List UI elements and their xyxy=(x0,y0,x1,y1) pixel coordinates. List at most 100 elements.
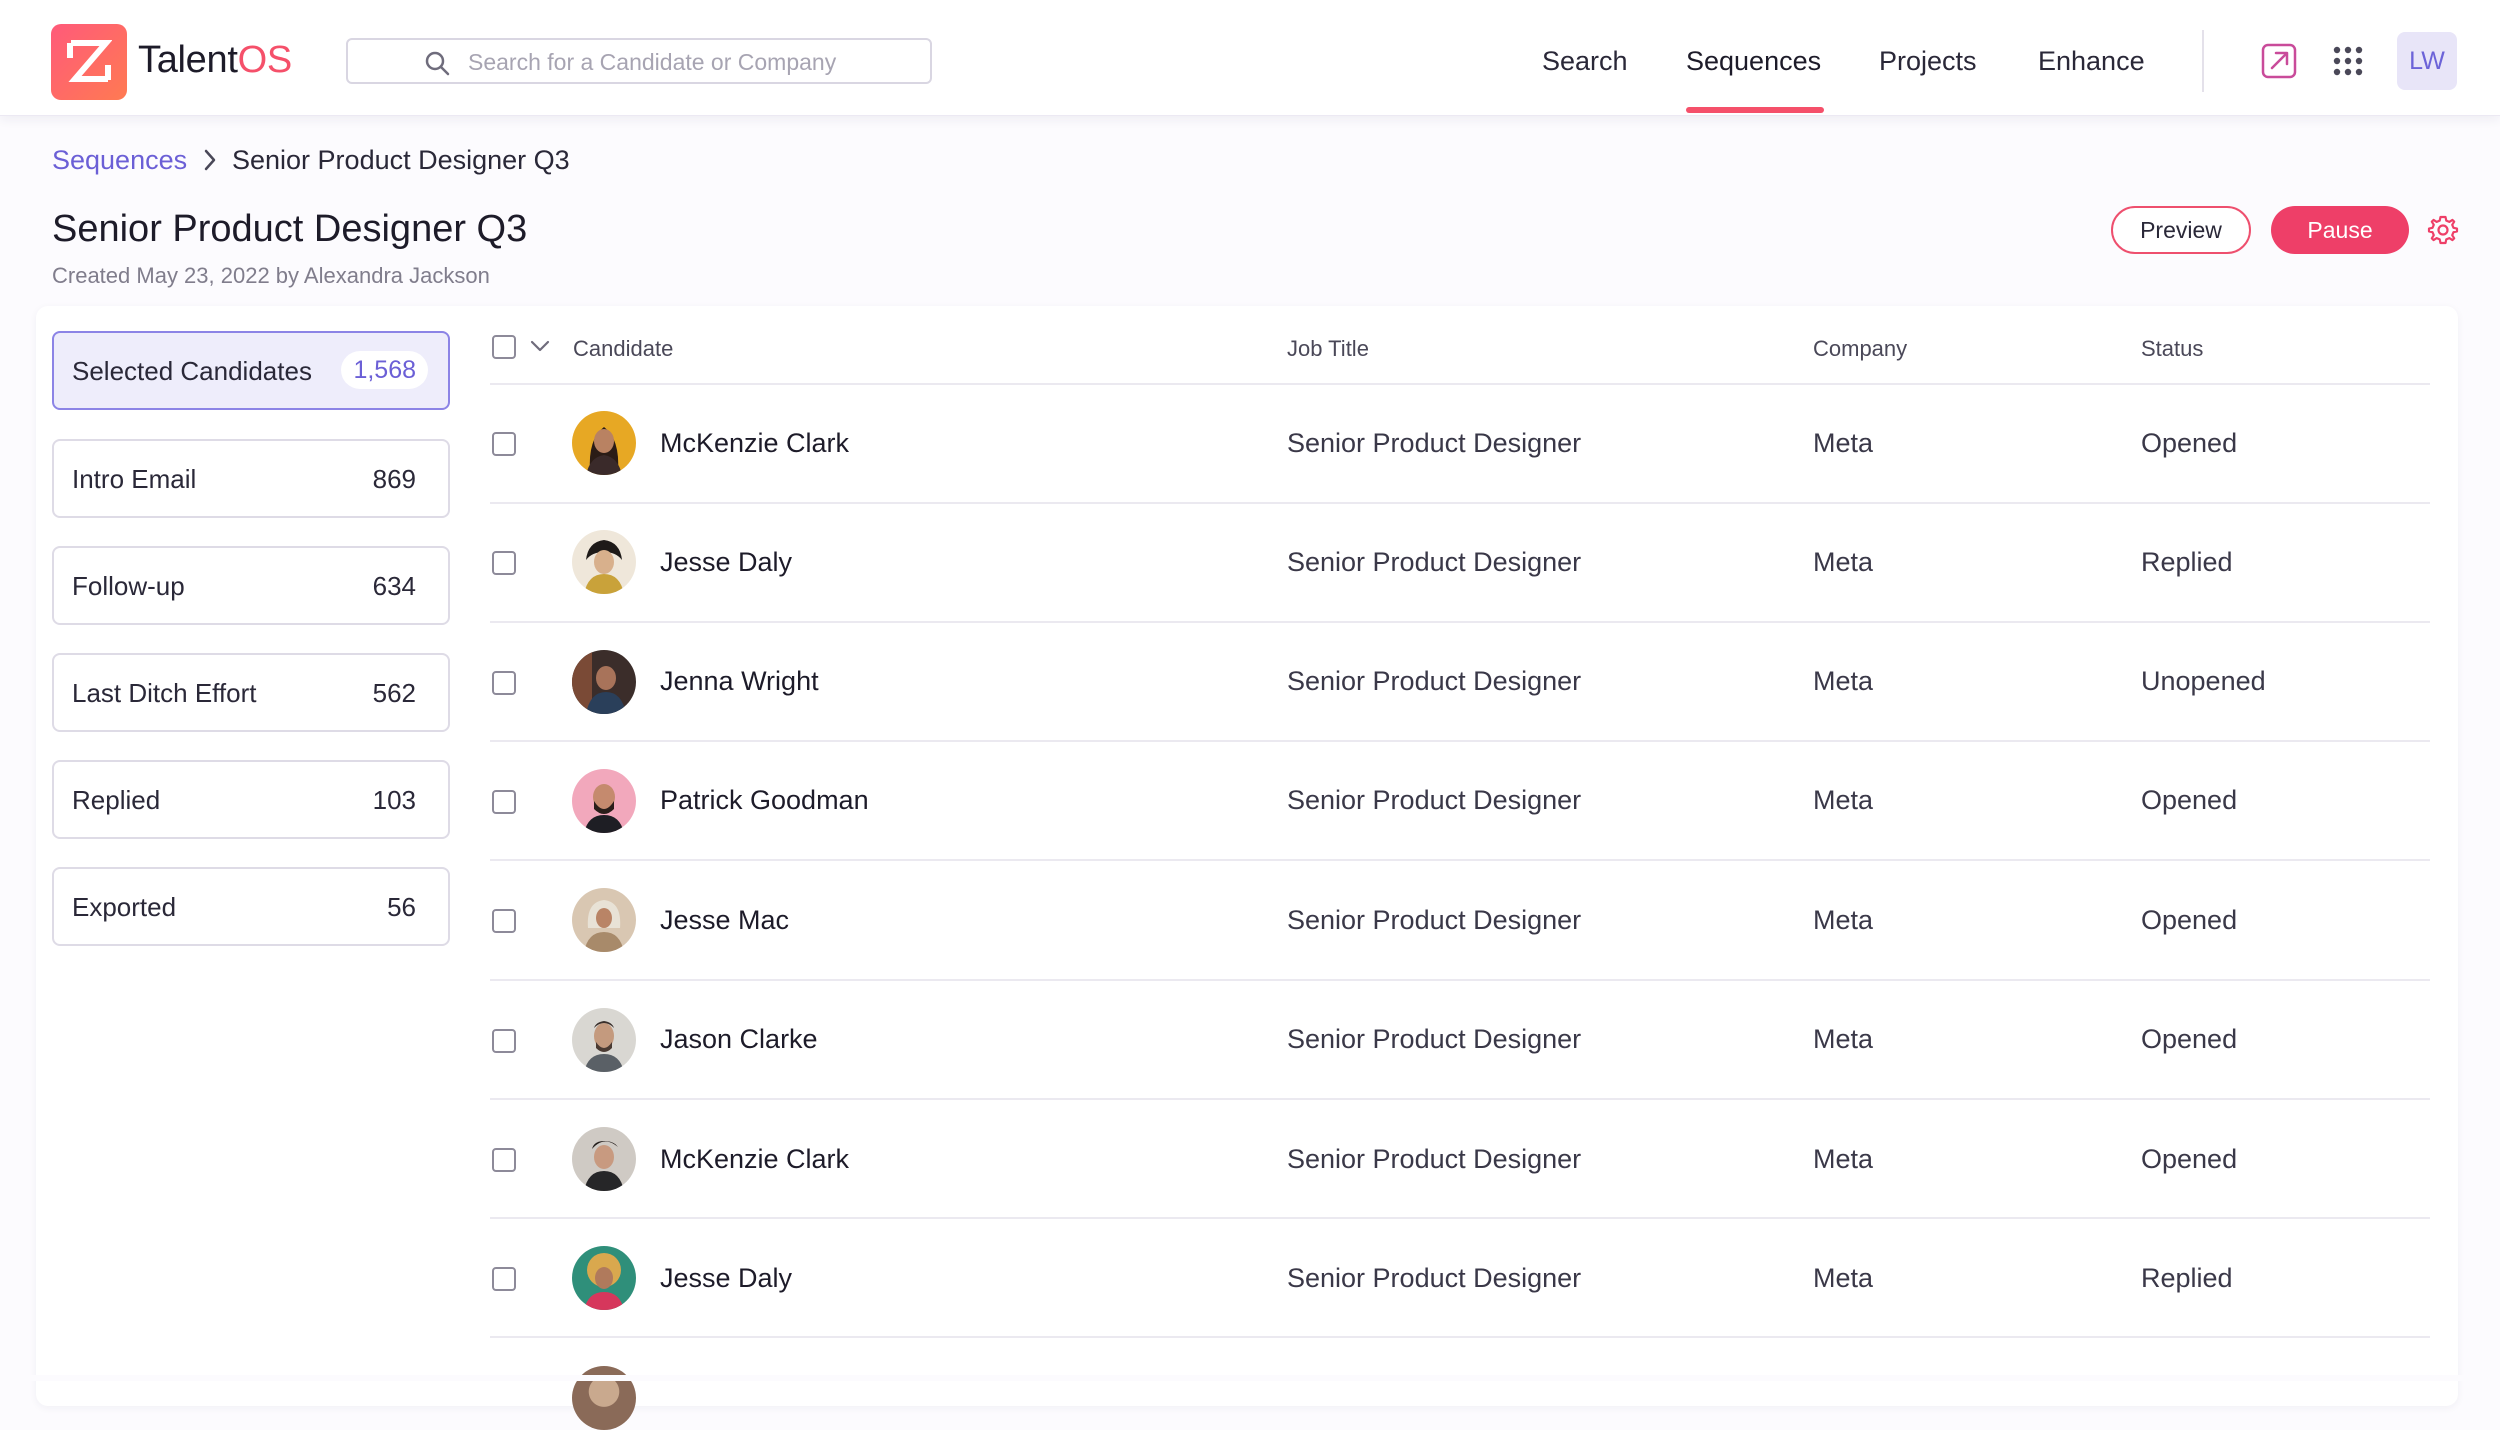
filter-label: Intro Email xyxy=(72,464,197,494)
filter-exported[interactable]: Exported 56 xyxy=(52,867,450,946)
filter-count: 56 xyxy=(387,892,416,922)
external-link-icon[interactable] xyxy=(2261,43,2297,79)
column-header-status[interactable]: Status xyxy=(2141,336,2204,361)
row-checkbox[interactable] xyxy=(492,1148,516,1172)
app-logo-text: TalentOS xyxy=(138,36,292,84)
avatar[interactable] xyxy=(572,888,636,952)
candidate-name[interactable]: Jason Clarke xyxy=(660,1024,818,1054)
avatar[interactable] xyxy=(572,769,636,833)
nav-divider xyxy=(2202,30,2204,92)
gear-icon[interactable] xyxy=(2427,214,2459,246)
search-box[interactable] xyxy=(346,38,932,84)
filter-count-badge: 1,568 xyxy=(341,351,428,389)
row-divider xyxy=(490,1217,2430,1219)
column-header-candidate[interactable]: Candidate xyxy=(573,336,674,361)
filter-label: Replied xyxy=(72,785,161,815)
column-header-company[interactable]: Company xyxy=(1813,336,1908,361)
search-icon xyxy=(425,51,450,76)
job-title: Senior Product Designer xyxy=(1287,547,1582,577)
row-checkbox[interactable] xyxy=(492,551,516,575)
company: Meta xyxy=(1813,1024,1874,1054)
status: Opened xyxy=(2141,785,2238,815)
row-checkbox[interactable] xyxy=(492,671,516,695)
status: Replied xyxy=(2141,547,2233,577)
filter-label: Follow-up xyxy=(72,571,185,601)
filter-selected-candidates[interactable]: Selected Candidates 1,568 xyxy=(52,331,450,410)
status: Opened xyxy=(2141,1024,2238,1054)
company: Meta xyxy=(1813,905,1874,935)
nav-projects[interactable]: Projects xyxy=(1879,46,1977,76)
row-divider xyxy=(490,1336,2430,1338)
talentos-logo-icon[interactable] xyxy=(51,24,127,100)
preview-button[interactable]: Preview xyxy=(2111,206,2251,254)
status: Opened xyxy=(2141,905,2238,935)
row-divider xyxy=(490,502,2430,504)
company: Meta xyxy=(1813,1263,1874,1293)
filter-count: 869 xyxy=(372,464,416,494)
row-checkbox[interactable] xyxy=(492,790,516,814)
row-divider xyxy=(490,859,2430,861)
status: Opened xyxy=(2141,1144,2238,1174)
logo-text-talent: Talent xyxy=(138,39,238,81)
company: Meta xyxy=(1813,547,1874,577)
candidate-name[interactable]: Jesse Mac xyxy=(660,905,790,935)
candidate-name[interactable]: McKenzie Clark xyxy=(660,428,850,458)
status: Replied xyxy=(2141,1263,2233,1293)
job-title: Senior Product Designer xyxy=(1287,666,1582,696)
avatar[interactable] xyxy=(572,411,636,475)
breadcrumb-sequences-link[interactable]: Sequences xyxy=(52,145,188,175)
filter-replied[interactable]: Replied 103 xyxy=(52,760,450,839)
candidate-name[interactable]: McKenzie Clark xyxy=(660,1144,850,1174)
company: Meta xyxy=(1813,428,1874,458)
status: Unopened xyxy=(2141,666,2266,696)
nav-sequences[interactable]: Sequences xyxy=(1686,46,1822,76)
row-checkbox[interactable] xyxy=(492,432,516,456)
avatar[interactable] xyxy=(572,530,636,594)
search-input[interactable] xyxy=(466,46,910,78)
candidate-name[interactable]: Jesse Daly xyxy=(660,1263,793,1293)
filter-intro-email[interactable]: Intro Email 869 xyxy=(52,439,450,518)
column-header-job-title[interactable]: Job Title xyxy=(1287,336,1369,361)
nav-search[interactable]: Search xyxy=(1542,46,1628,76)
breadcrumb-current: Senior Product Designer Q3 xyxy=(232,145,570,175)
filter-label: Last Ditch Effort xyxy=(72,678,257,708)
avatar[interactable] xyxy=(572,1127,636,1191)
filter-label: Selected Candidates xyxy=(72,356,312,386)
company: Meta xyxy=(1813,1144,1874,1174)
top-navigation-bar: TalentOS Search Sequences Projects Enhan… xyxy=(0,0,2500,116)
row-checkbox[interactable] xyxy=(492,1267,516,1291)
row-divider xyxy=(490,740,2430,742)
chevron-down-icon[interactable] xyxy=(529,338,551,354)
filter-count: 562 xyxy=(372,678,416,708)
job-title: Senior Product Designer xyxy=(1287,1263,1582,1293)
header-divider xyxy=(490,383,2430,385)
filter-label: Exported xyxy=(72,892,177,922)
active-nav-indicator xyxy=(1686,107,1824,113)
job-title: Senior Product Designer xyxy=(1287,1024,1582,1054)
apps-grid-icon[interactable] xyxy=(2333,46,2363,76)
row-checkbox[interactable] xyxy=(492,1029,516,1053)
job-title: Senior Product Designer xyxy=(1287,428,1582,458)
pause-button[interactable]: Pause xyxy=(2271,206,2409,254)
candidate-name[interactable]: Jesse Daly xyxy=(660,547,793,577)
user-avatar[interactable]: LW xyxy=(2397,32,2457,90)
viewport-bottom-edge xyxy=(0,1375,2500,1381)
company: Meta xyxy=(1813,785,1874,815)
filter-count: 634 xyxy=(372,571,416,601)
row-divider xyxy=(490,979,2430,981)
status: Opened xyxy=(2141,428,2238,458)
avatar[interactable] xyxy=(572,1008,636,1072)
avatar[interactable] xyxy=(572,650,636,714)
logo-z-glyph xyxy=(67,40,112,82)
filter-follow-up[interactable]: Follow-up 634 xyxy=(52,546,450,625)
nav-enhance[interactable]: Enhance xyxy=(2038,46,2145,76)
avatar[interactable] xyxy=(572,1246,636,1310)
logo-text-os: OS xyxy=(237,39,293,81)
candidate-name[interactable]: Jenna Wright xyxy=(660,666,819,696)
select-all-checkbox[interactable] xyxy=(492,335,516,359)
filter-last-ditch-effort[interactable]: Last Ditch Effort 562 xyxy=(52,653,450,732)
row-checkbox[interactable] xyxy=(492,909,516,933)
job-title: Senior Product Designer xyxy=(1287,1144,1582,1174)
job-title: Senior Product Designer xyxy=(1287,905,1582,935)
candidate-name[interactable]: Patrick Goodman xyxy=(660,785,869,815)
